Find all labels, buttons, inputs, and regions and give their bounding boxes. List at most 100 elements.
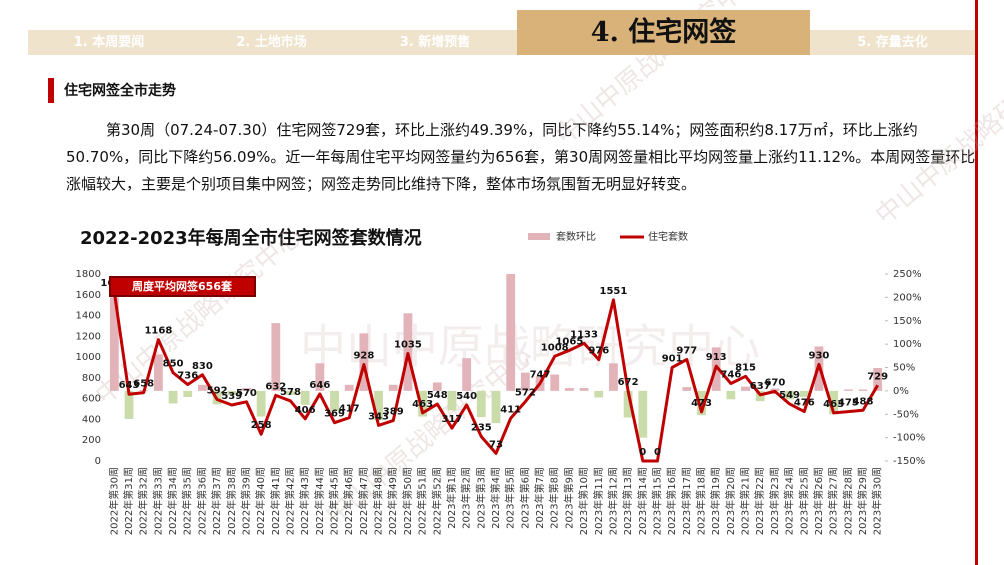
bar	[286, 390, 295, 396]
bar	[741, 386, 750, 391]
y-tick-label: 800	[82, 373, 101, 384]
x-tick-label: 2023年第12周	[606, 467, 619, 535]
bar	[799, 390, 809, 397]
bar	[330, 390, 339, 411]
data-label: 815	[735, 362, 756, 373]
y2-tick-label: -150%	[893, 456, 925, 467]
bar	[682, 387, 692, 391]
y-tick-label: 1800	[76, 269, 101, 280]
data-label: 729	[867, 371, 888, 382]
data-label: 406	[295, 405, 316, 416]
data-label: 747	[530, 369, 551, 380]
data-label: 1133	[570, 329, 598, 340]
x-tick-label: 2022年第35周	[181, 467, 194, 535]
x-tick-label: 2022年第50周	[401, 467, 414, 535]
bar	[153, 354, 163, 391]
tab[interactable]: 4. 住宅网签	[517, 10, 810, 55]
x-tick-label: 2023年第16周	[665, 467, 678, 535]
x-tick-label: 2023年第3周	[474, 467, 487, 529]
x-tick-label: 2022年第41周	[269, 467, 282, 535]
x-tick-label: 2022年第51周	[416, 467, 429, 535]
bar	[227, 390, 237, 396]
chart-title: 2022-2023年每周全市住宅网签套数情况	[80, 227, 422, 249]
x-tick-label: 2022年第48周	[372, 467, 385, 535]
bar	[858, 389, 868, 391]
data-label: 473	[691, 398, 712, 409]
bar	[271, 323, 281, 391]
bar	[491, 390, 501, 424]
legend-label: 住宅套数	[648, 230, 688, 243]
bar	[432, 382, 442, 391]
data-label: 572	[515, 388, 536, 399]
x-tick-label: 2023年第17周	[680, 467, 693, 535]
data-label: 476	[794, 398, 815, 409]
x-tick-label: 2023年第11周	[592, 467, 605, 535]
y-tick-label: 1000	[76, 352, 101, 363]
data-label: 632	[265, 381, 286, 392]
bar	[785, 390, 794, 400]
x-tick-label: 2022年第49周	[386, 467, 399, 535]
summary-paragraph: 第30周（07.24-07.30）住宅网签729套，环比上涨约49.39%，同比…	[66, 121, 976, 193]
x-tick-label: 2022年第44周	[313, 467, 326, 535]
y-tick-label: 0	[95, 456, 101, 467]
annotation: 周度平均网签656套	[132, 279, 233, 293]
data-label: 475	[838, 398, 859, 409]
x-tick-label: 2023年第10周	[577, 467, 590, 535]
bar	[344, 384, 354, 391]
x-tick-label: 2023年第7周	[533, 467, 546, 529]
tab[interactable]: 2. 土地市场	[236, 35, 307, 50]
y-tick-label: 1400	[76, 311, 101, 322]
data-label: 736	[177, 371, 198, 382]
bar	[594, 390, 604, 398]
data-label: 901	[662, 353, 683, 364]
x-tick-label: 2023年第2周	[460, 467, 473, 529]
bar	[520, 372, 530, 391]
x-tick-label: 2022年第38周	[225, 467, 238, 535]
tab-bar	[28, 30, 975, 55]
section-title: 住宅网签全市走势	[64, 83, 176, 99]
x-tick-label: 2023年第27周	[827, 467, 840, 535]
data-label: 1551	[600, 286, 628, 297]
x-tick-label: 2023年第28周	[841, 467, 854, 535]
x-tick-label: 2022年第40周	[254, 467, 267, 535]
bar	[506, 274, 516, 391]
x-tick-label: 2023年第30周	[871, 467, 884, 535]
bar	[829, 390, 839, 415]
x-tick-label: 2023年第25周	[797, 467, 810, 535]
line	[112, 291, 879, 463]
data-label: 1065	[555, 336, 583, 347]
y2-tick-label: -100%	[893, 433, 925, 444]
x-tick-label: 2023年第4周	[489, 467, 502, 529]
tab[interactable]: 1. 本周要闻	[73, 35, 145, 50]
y2-tick-label: 50%	[893, 363, 915, 374]
annotation-box	[109, 276, 256, 297]
x-tick-label: 2022年第46周	[342, 467, 355, 535]
data-label: 1168	[144, 326, 172, 337]
tab[interactable]: 5. 存量去化	[857, 35, 928, 50]
x-tick-label: 2022年第47周	[357, 467, 370, 535]
data-label: 928	[353, 351, 374, 362]
tab[interactable]: 3. 新增预售	[399, 35, 471, 50]
x-tick-label: 2022年第36周	[195, 467, 208, 535]
data-label: 976	[588, 346, 609, 357]
data-label: 0	[639, 447, 646, 458]
bar	[873, 367, 883, 391]
data-label: 488	[853, 396, 874, 407]
legend-label: 套数环比	[556, 230, 596, 243]
bar	[638, 390, 648, 438]
bar	[359, 333, 369, 391]
bar	[198, 384, 207, 391]
legend-swatch	[528, 233, 550, 240]
x-tick-label: 2023年第26周	[812, 467, 825, 535]
y2-tick-label: 0%	[893, 386, 909, 397]
x-tick-label: 2023年第6周	[518, 467, 531, 529]
data-label: 548	[427, 390, 448, 401]
x-tick-label: 2022年第37周	[210, 467, 223, 535]
y-tick-label: 1600	[76, 290, 101, 301]
data-label: 0	[654, 447, 661, 458]
data-label: 746	[720, 369, 741, 380]
x-tick-label: 2022年第42周	[283, 467, 296, 535]
data-label: 463	[823, 399, 844, 410]
data-label: 850	[163, 359, 184, 370]
